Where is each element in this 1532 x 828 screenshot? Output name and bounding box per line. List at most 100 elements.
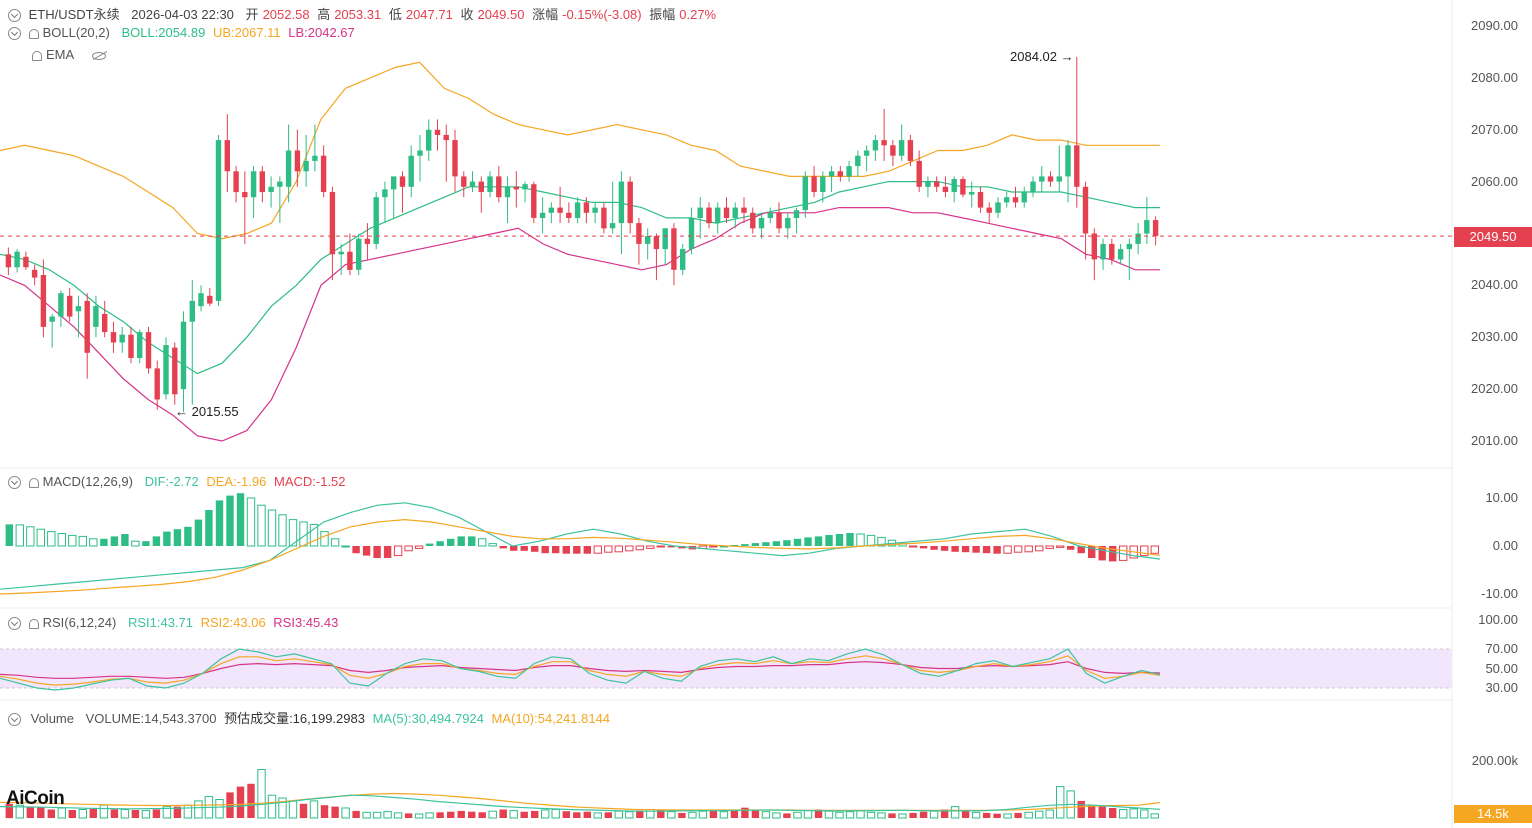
candle-body bbox=[688, 217, 695, 249]
macd-histogram-bar bbox=[814, 536, 823, 546]
bell-icon[interactable] bbox=[28, 28, 39, 39]
volume-bar bbox=[447, 811, 455, 818]
macd-histogram-bar bbox=[825, 535, 833, 546]
collapse-toggle-icon[interactable] bbox=[8, 476, 21, 490]
candle-body bbox=[242, 192, 248, 198]
candle-body bbox=[373, 197, 379, 244]
macd-tick-label: 10.00 bbox=[1485, 490, 1518, 505]
left-arrow-icon: ← bbox=[175, 404, 188, 419]
volume-bar bbox=[99, 804, 109, 819]
macd-panel bbox=[0, 493, 1161, 595]
candle-body bbox=[408, 155, 414, 187]
bell-icon[interactable] bbox=[32, 50, 42, 61]
macd-histogram-bar bbox=[930, 546, 938, 550]
volume-bar bbox=[814, 809, 823, 818]
volume-bar bbox=[614, 810, 623, 819]
volume-bar bbox=[531, 810, 539, 818]
macd-legend: MACD(12,26,9) DIF:-2.72 DEA:-1.96 MACD:-… bbox=[8, 474, 350, 490]
macd-histogram-bar bbox=[510, 546, 518, 551]
volume-bar bbox=[667, 811, 676, 819]
candle-body bbox=[846, 166, 852, 177]
macd-histogram-bar bbox=[1067, 546, 1075, 550]
macd-histogram-bar bbox=[499, 546, 507, 549]
macd-histogram-bar bbox=[89, 538, 98, 547]
candle-body bbox=[434, 129, 441, 135]
volume-bar bbox=[845, 811, 855, 819]
candle-body bbox=[872, 140, 879, 151]
candle-body bbox=[1126, 243, 1132, 250]
volume-bar bbox=[331, 806, 339, 818]
boll-ub-line bbox=[0, 61, 1160, 240]
candle-body bbox=[102, 313, 108, 333]
eye-hidden-icon[interactable] bbox=[91, 51, 106, 60]
macd-histogram-bar bbox=[520, 546, 528, 551]
macd-histogram-bar bbox=[951, 546, 959, 552]
price-tick-label: 2080.00 bbox=[1471, 69, 1518, 85]
volume-bar bbox=[877, 812, 886, 819]
volume-bar bbox=[751, 809, 760, 818]
volume-bar bbox=[1035, 810, 1044, 819]
candlestick-series bbox=[5, 57, 1159, 413]
candle-body bbox=[338, 251, 344, 255]
macd-histogram-bar bbox=[993, 546, 1001, 554]
collapse-toggle-icon[interactable] bbox=[8, 9, 21, 23]
macd-histogram-bar bbox=[1013, 545, 1023, 553]
volume-bar bbox=[583, 811, 591, 818]
macd-histogram-bar bbox=[866, 534, 876, 547]
candle-body bbox=[58, 293, 64, 317]
volume-bar bbox=[236, 786, 245, 818]
low-annotation-value: 2015.55 bbox=[191, 404, 239, 419]
candle-body bbox=[697, 207, 703, 218]
candle-body bbox=[820, 176, 826, 192]
bell-icon[interactable] bbox=[28, 477, 39, 488]
volume-bar bbox=[468, 811, 476, 818]
macd-histogram-bar bbox=[531, 546, 539, 552]
volume-bar bbox=[393, 812, 403, 819]
macd-histogram-bar bbox=[330, 538, 340, 547]
macd-histogram-bar bbox=[425, 543, 434, 546]
collapse-toggle-icon[interactable] bbox=[8, 27, 21, 41]
open-label: 开 bbox=[245, 7, 259, 22]
macd-histogram-bar bbox=[15, 524, 25, 547]
volume-bar bbox=[247, 783, 255, 818]
macd-histogram-bar bbox=[1003, 545, 1012, 554]
high-value: 2053.31 bbox=[334, 7, 382, 22]
candle-body bbox=[618, 181, 625, 224]
macd-dif-line bbox=[0, 502, 1161, 590]
candle-body bbox=[189, 300, 195, 322]
volume-last-badge: 14.5k bbox=[1454, 805, 1532, 823]
bell-icon[interactable] bbox=[28, 618, 39, 629]
candle-body bbox=[1100, 243, 1106, 260]
candle-body bbox=[259, 171, 265, 193]
boll-label: BOLL(20,2) bbox=[42, 25, 110, 40]
macd-histogram-bar bbox=[1045, 545, 1054, 549]
candle-body bbox=[916, 160, 922, 187]
volume-bar bbox=[320, 805, 329, 818]
collapse-toggle-icon[interactable] bbox=[8, 713, 21, 727]
change-label: 涨幅 bbox=[532, 7, 559, 22]
volume-bar bbox=[309, 800, 319, 819]
macd-histogram-bar bbox=[184, 526, 192, 546]
candle-body bbox=[1004, 197, 1010, 203]
candle-body bbox=[364, 238, 371, 244]
macd-histogram-bar bbox=[47, 531, 56, 547]
macd-histogram-bar bbox=[982, 546, 991, 554]
volume-bar bbox=[15, 804, 25, 819]
volume-bar bbox=[226, 792, 234, 818]
macd-histogram-bar bbox=[573, 546, 581, 554]
candle-body bbox=[557, 207, 563, 213]
candle-body bbox=[995, 202, 1001, 213]
candle-body bbox=[942, 186, 949, 192]
volume-bar bbox=[971, 811, 981, 819]
rsi1-line bbox=[0, 648, 1161, 691]
volume-bar bbox=[352, 810, 360, 818]
collapse-toggle-icon[interactable] bbox=[8, 617, 21, 631]
volume-bar bbox=[173, 806, 182, 818]
macd-histogram-bar bbox=[373, 546, 381, 558]
candle-body bbox=[250, 171, 257, 198]
candle-body bbox=[426, 129, 432, 151]
macd-histogram-bar bbox=[110, 536, 119, 546]
macd-histogram-bar bbox=[478, 538, 487, 547]
macd-histogram-bar bbox=[1098, 546, 1106, 561]
